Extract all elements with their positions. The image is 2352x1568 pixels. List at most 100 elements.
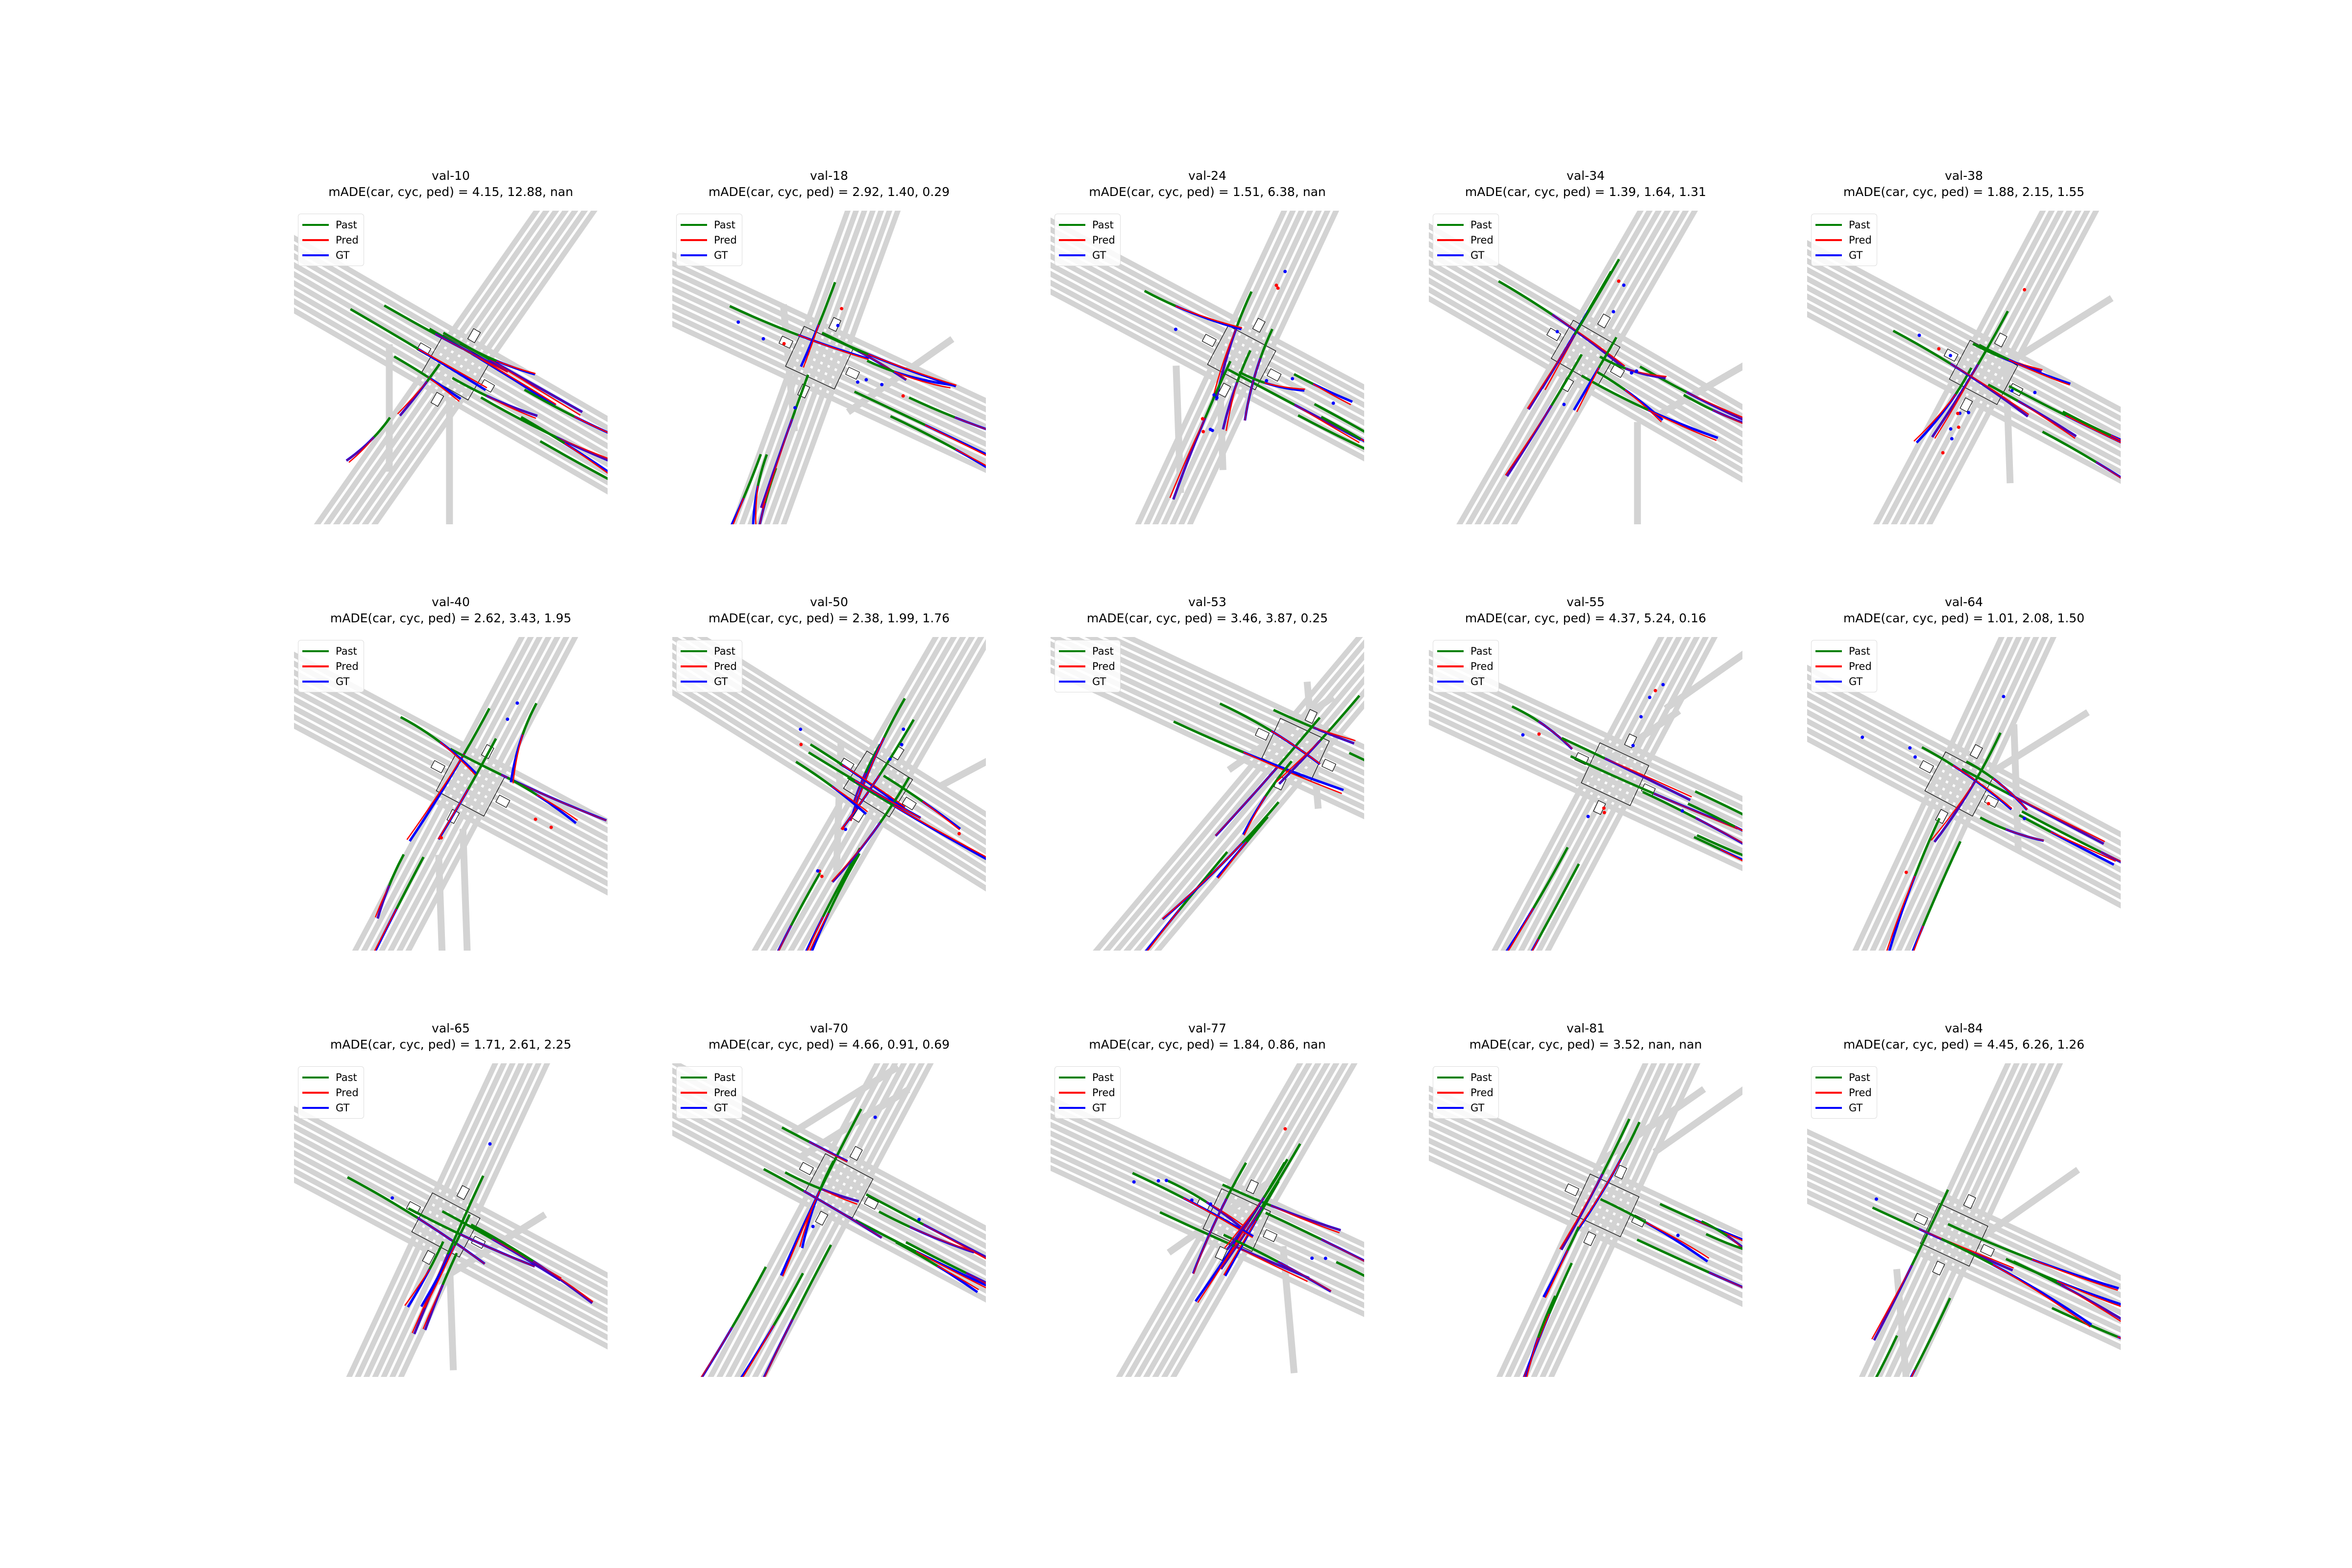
subplot-panel: val-84 mADE(car, cyc, ped) = 4.45, 6.26, … [1807, 1021, 2121, 1377]
past-trajectory [446, 1175, 485, 1255]
panel-title: val-24 [1188, 169, 1226, 183]
lane-line [1429, 658, 1742, 811]
crosswalk [1597, 313, 1611, 329]
pred-trajectory [424, 1245, 455, 1309]
past-trajectory [1913, 1298, 1951, 1371]
past-trajectory [1159, 1211, 1235, 1247]
past-trajectory [1225, 1162, 1248, 1200]
past-trajectory [791, 374, 809, 419]
scene-map [1807, 637, 2121, 951]
legend-label: Pred [714, 660, 737, 672]
crosswalk [1919, 760, 1934, 774]
past-trajectory [1550, 353, 1583, 406]
lane-line [672, 294, 986, 447]
past-trajectory [757, 454, 768, 486]
pedestrian-point [856, 380, 859, 384]
legend-label: Past [1470, 1071, 1492, 1083]
past-trajectory [1947, 1223, 2033, 1261]
pedestrian-point [1562, 402, 1566, 406]
crosswalk [1969, 744, 1983, 759]
legend-item-pred: Pred [302, 232, 359, 247]
lane-line [672, 277, 986, 430]
crosswalk [864, 1196, 879, 1210]
past-trajectory [890, 415, 956, 451]
crosswalk [495, 794, 511, 808]
overlap-trajectory [1173, 417, 1206, 500]
lane-line [1429, 232, 1742, 419]
pedestrian-point [488, 1142, 492, 1146]
legend-swatch [1437, 1106, 1464, 1109]
past-trajectory [1977, 310, 2009, 366]
pred-trajectory [1953, 765, 2012, 809]
pred-trajectory [922, 801, 960, 831]
subplot-panel: val-64 mADE(car, cyc, ped) = 1.01, 2.08, … [1807, 595, 2121, 951]
pedestrian-point [1283, 1127, 1287, 1131]
legend-item-gt: GT [1437, 1100, 1494, 1115]
lane-line [1429, 241, 1742, 429]
past-trajectory [729, 305, 799, 337]
pred-trajectory [893, 805, 986, 858]
pedestrian-point [793, 406, 797, 410]
lane-line [294, 280, 608, 467]
pred-trajectory [809, 912, 829, 951]
lane-line [1429, 702, 1742, 854]
crosswalk [1304, 709, 1318, 724]
panel-metric: mADE(car, cyc, ped) = 4.15, 12.88, nan [328, 185, 573, 199]
past-trajectory [1978, 343, 2009, 361]
past-trajectory [2042, 430, 2097, 464]
legend-label: Past [1849, 1071, 1870, 1083]
panel-metric: mADE(car, cyc, ped) = 1.01, 2.08, 1.50 [1843, 611, 2085, 625]
past-trajectory [1600, 1198, 1647, 1224]
pedestrian-point [2023, 288, 2027, 292]
legend-item-pred: Pred [1437, 232, 1494, 247]
legend-label: GT [714, 675, 728, 687]
legend-item-past: Past [681, 643, 737, 659]
pred-trajectory [418, 348, 488, 389]
subplot-panel: val-65 mADE(car, cyc, ped) = 1.71, 2.61, … [294, 1021, 608, 1377]
legend-label: Pred [1849, 1086, 1872, 1099]
pedestrian-point [1950, 437, 1954, 441]
legend-item-pred: Pred [1059, 659, 1115, 674]
pedestrian-point [1648, 695, 1652, 699]
crosswalk [845, 367, 860, 380]
past-trajectory [1975, 732, 2002, 781]
legend-swatch [681, 650, 707, 652]
legend-swatch [1815, 254, 1842, 256]
trajectory-layer [346, 1142, 593, 1335]
scene-map [294, 1063, 608, 1377]
past-trajectory [539, 440, 608, 480]
past-trajectory [1498, 280, 1553, 316]
trajectory-layer [700, 1108, 986, 1377]
lane-line [1429, 1094, 1742, 1247]
lane-line [1807, 1180, 2121, 1333]
pred-trajectory [915, 1250, 986, 1289]
legend: Past Pred GT [676, 214, 742, 266]
lane-line [672, 643, 986, 846]
overlap-trajectory [1277, 1261, 1331, 1292]
past-trajectory [460, 342, 497, 362]
pred-trajectory [1223, 1220, 1257, 1275]
pedestrian-point [1949, 354, 1953, 358]
lane-line [672, 269, 986, 421]
pedestrian-point [1602, 806, 1606, 810]
legend-swatch [1815, 1106, 1842, 1109]
trajectory-layer [345, 304, 608, 480]
pedestrian-point [1861, 735, 1864, 739]
past-trajectory [350, 308, 419, 350]
lane-line [1807, 691, 2121, 864]
crosswalk [1267, 368, 1282, 382]
legend-swatch [1059, 680, 1085, 683]
pedestrian-point [811, 1225, 815, 1228]
trajectory-layer [729, 282, 986, 524]
side-street [459, 829, 471, 951]
lane-line [1051, 1148, 1364, 1300]
side-street [788, 1064, 900, 1137]
legend-swatch [1059, 239, 1085, 241]
lane-line [672, 1112, 986, 1285]
lane-line [672, 312, 986, 465]
past-trajectory [524, 389, 575, 418]
pedestrian-point [1874, 1197, 1878, 1201]
crosswalk [1321, 759, 1337, 772]
subplot-panel: val-50 mADE(car, cyc, ped) = 2.38, 1.99, … [672, 595, 986, 951]
scene-map [294, 211, 608, 524]
